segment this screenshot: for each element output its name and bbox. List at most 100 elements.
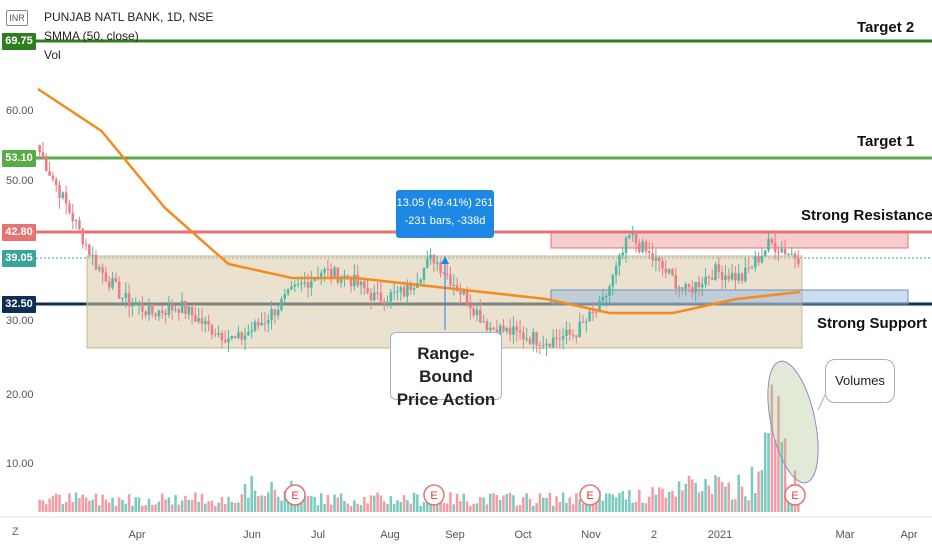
candle-body [767,239,770,251]
volume-bar [230,501,234,512]
candle-body [638,243,641,253]
x-tick-label: Apr [900,529,917,541]
earnings-marker[interactable] [284,484,306,506]
candle-body [429,254,432,260]
volume-bar [717,476,721,512]
volume-bar [641,502,644,512]
earnings-marker[interactable] [423,484,445,506]
volume-bar [687,475,691,512]
volume-bar [253,490,257,512]
candle-body [167,304,171,315]
candle-body [117,281,121,299]
volume-bar [392,504,396,512]
candle-body [257,321,260,326]
volume-bar [532,505,535,512]
candle-body [783,248,787,255]
volume-bar [545,497,548,512]
volume-bar [273,489,277,512]
smma-legend[interactable]: SMMA (50, close) [44,29,139,43]
volume-bar [555,496,558,512]
measure-bars: -231 bars, -338d [404,215,486,227]
candle-body [558,339,562,341]
volume-bar [780,441,784,512]
candle-body [714,264,717,280]
candle-body [300,283,303,285]
volume-bar [213,505,217,512]
candle-body [734,273,737,281]
volume-bar [614,497,618,512]
candle-body [101,267,104,273]
candle-body [290,286,293,290]
z-button[interactable]: Z [12,526,19,538]
volume-bar [740,486,744,512]
volume-bar [704,478,707,512]
candle-body [91,254,94,256]
volume-bar [485,504,489,512]
support-zone[interactable] [550,289,909,305]
candle-body [326,269,330,271]
volume-bar [151,504,154,512]
volume-bar [601,500,605,512]
volume-bar [180,500,184,512]
volume-bar [442,503,446,512]
volume-bar [624,499,628,512]
volume-bar [720,482,724,512]
earnings-marker[interactable] [579,484,601,506]
volume-bar [512,495,515,512]
volume-bar [475,503,479,512]
candle-body [578,321,581,338]
volume-bar [585,503,588,512]
candle-body [469,304,472,309]
volume-bar [634,501,638,512]
candle-body [54,179,58,185]
volume-bar [754,493,757,512]
volume-legend[interactable]: Vol [44,48,61,62]
volume-bar [396,500,399,512]
resistance-zone[interactable] [550,231,909,249]
candle-body [382,301,386,305]
volume-bar [84,497,88,512]
x-tick-label: Mar [836,529,855,541]
volume-bar [459,501,462,512]
volume-highlight-ellipse[interactable] [759,357,828,487]
candle-body [84,244,88,246]
candle-body [439,262,442,274]
candle-body [793,253,797,258]
volume-bar [154,504,157,512]
symbol-title[interactable]: PUNJAB NATL BANK, 1D, NSE [44,10,214,24]
candle-body [707,276,711,278]
currency-toggle[interactable]: INR [6,10,28,26]
volume-bar [412,492,416,512]
candle-body [389,292,393,302]
candle-body [243,335,247,340]
candle-body [720,271,724,281]
volume-bar [376,492,379,512]
range-callout[interactable]: Range-Bound Price Action [390,332,502,409]
candle-body [750,267,754,269]
volumes-callout[interactable]: Volumes [825,359,895,403]
volume-bar [81,494,84,512]
candle-body [310,280,313,288]
volume-bar [618,492,621,512]
candle-body [548,343,552,348]
volume-bar [329,504,333,512]
earnings-marker[interactable] [784,484,806,506]
candle-body [127,292,131,307]
candle-body [528,338,532,344]
candle-body [740,273,744,281]
volume-bar [449,492,452,512]
candle-body [237,332,240,339]
volume-bar [303,496,306,512]
candle-body [717,264,721,272]
candle-body [611,275,615,287]
candle-body [571,334,575,336]
smma-line[interactable] [37,87,801,315]
volume-bar [714,475,717,512]
volume-bar [518,504,522,512]
candle-body [386,301,389,305]
candle-body [71,212,75,222]
volume-bar [604,493,608,512]
candle-body [48,171,51,176]
candle-body [78,220,81,229]
